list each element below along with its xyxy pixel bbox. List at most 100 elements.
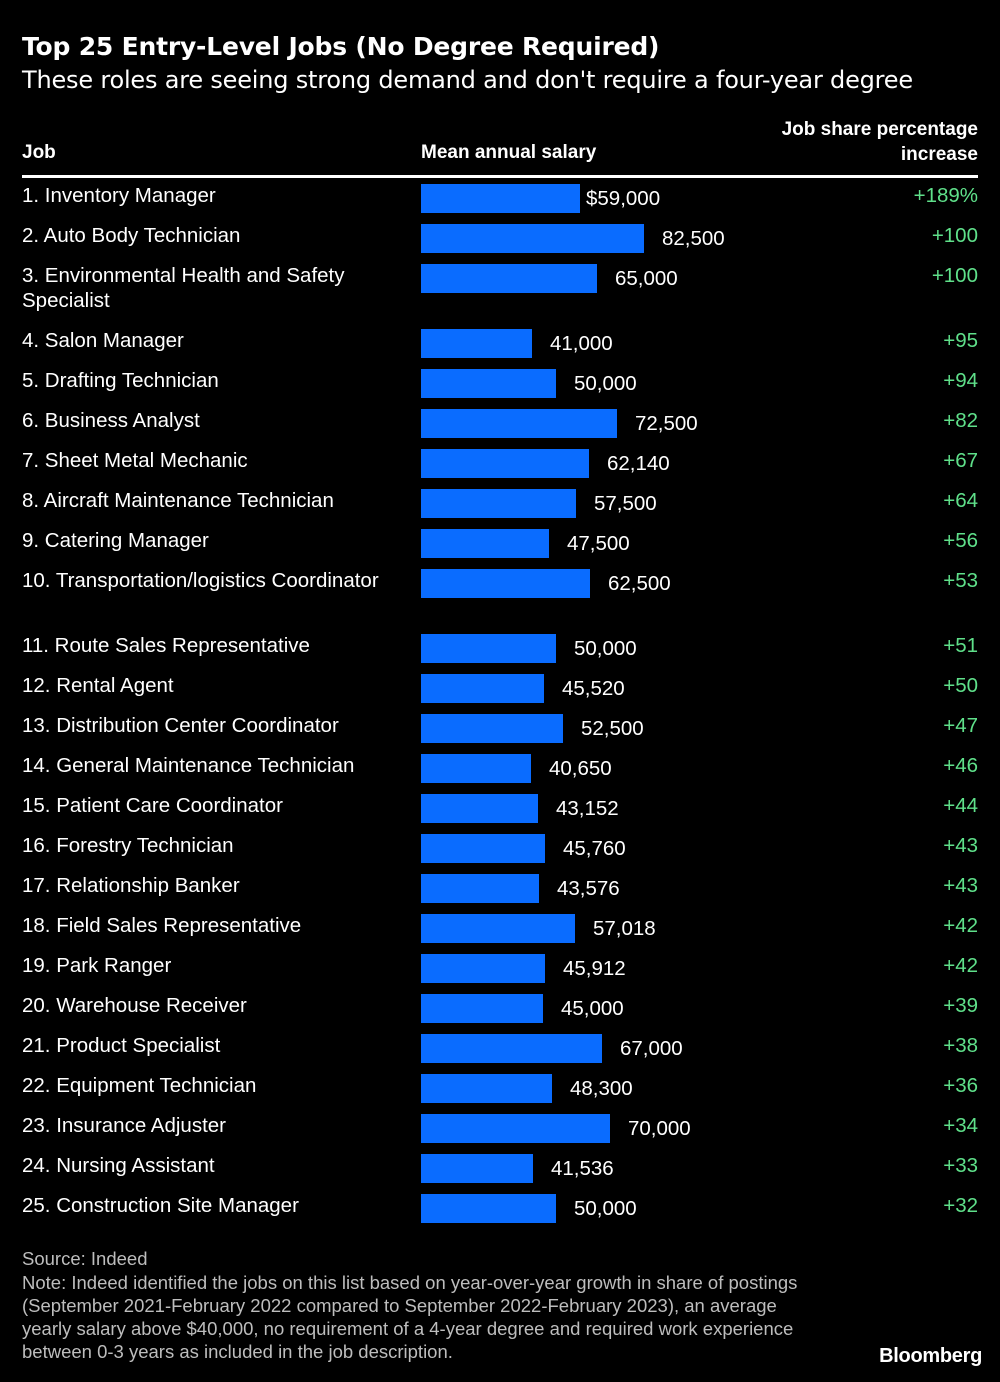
job-label: 15. Patient Care Coordinator	[22, 794, 283, 817]
change-value: +32	[943, 1194, 978, 1217]
salary-bar	[421, 1034, 602, 1063]
salary-value-label: 47,500	[567, 532, 630, 555]
salary-bar	[421, 794, 538, 823]
source-text: Source: Indeed	[22, 1248, 148, 1269]
job-label: 3. Environmental Health and Safety Speci…	[22, 264, 345, 312]
change-value: +94	[943, 369, 978, 392]
job-label: 7. Sheet Metal Mechanic	[22, 449, 248, 472]
job-label: 19. Park Ranger	[22, 954, 172, 977]
bloomberg-logo: Bloomberg	[879, 1345, 982, 1367]
change-value: +43	[943, 834, 978, 857]
change-value: +38	[943, 1034, 978, 1057]
job-label: 14. General Maintenance Technician	[22, 754, 355, 777]
change-value: +46	[943, 754, 978, 777]
salary-bar	[421, 754, 531, 783]
salary-value-label: $59,000	[586, 187, 661, 210]
column-header-salary: Mean annual salary	[421, 142, 597, 163]
salary-bar	[421, 834, 545, 863]
job-label: 12. Rental Agent	[22, 674, 174, 697]
change-value: +43	[943, 874, 978, 897]
job-label: 5. Drafting Technician	[22, 369, 219, 392]
salary-value-label: 43,576	[557, 877, 620, 900]
change-value: +50	[943, 674, 978, 697]
change-value: +56	[943, 529, 978, 552]
chart-title: Top 25 Entry-Level Jobs (No Degree Requi…	[22, 32, 660, 61]
job-label: 22. Equipment Technician	[22, 1074, 257, 1097]
salary-value-label: 50,000	[574, 637, 637, 660]
salary-value-label: 40,650	[549, 757, 612, 780]
job-label: 18. Field Sales Representative	[22, 914, 302, 937]
job-label: 1. Inventory Manager	[22, 184, 216, 207]
job-label: 16. Forestry Technician	[22, 834, 234, 857]
salary-bar	[421, 1154, 533, 1183]
job-label: 6. Business Analyst	[22, 409, 200, 432]
job-label: 17. Relationship Banker	[22, 874, 240, 897]
salary-value-label: 41,536	[551, 1157, 614, 1180]
salary-bar	[421, 264, 597, 293]
salary-bar	[421, 1074, 552, 1103]
change-value: +42	[943, 954, 978, 977]
salary-bar	[421, 529, 549, 558]
salary-value-label: 70,000	[628, 1117, 691, 1140]
job-label: 23. Insurance Adjuster	[22, 1114, 226, 1137]
change-value: +39	[943, 994, 978, 1017]
salary-value-label: 50,000	[574, 372, 637, 395]
column-header-change-line2: increase	[900, 144, 978, 165]
salary-bar	[421, 994, 543, 1023]
salary-value-label: 72,500	[635, 412, 698, 435]
job-label: 9. Catering Manager	[22, 529, 209, 552]
change-value: +53	[943, 569, 978, 592]
change-value: +44	[943, 794, 978, 817]
job-label: 2. Auto Body Technician	[22, 224, 241, 247]
salary-value-label: 62,140	[607, 452, 670, 475]
salary-value-label: 57,018	[593, 917, 656, 940]
salary-bar	[421, 674, 544, 703]
salary-bar	[421, 914, 575, 943]
job-label: 13. Distribution Center Coordinator	[22, 714, 339, 737]
change-value: +36	[943, 1074, 978, 1097]
change-value: +100	[931, 224, 978, 247]
job-label: 11. Route Sales Representative	[22, 634, 310, 657]
chart-rows: 1. Inventory Manager $59,000 +189% 2. Auto …	[22, 184, 978, 1223]
change-value: +64	[943, 489, 978, 512]
salary-bar	[421, 874, 539, 903]
salary-bar	[421, 1194, 556, 1223]
change-value: +95	[943, 329, 978, 352]
change-value: +33	[943, 1154, 978, 1177]
column-header-job: Job	[22, 142, 56, 163]
job-label: 4. Salon Manager	[22, 329, 184, 352]
salary-value-label: 67,000	[620, 1037, 683, 1060]
salary-bar	[421, 954, 545, 983]
salary-bar	[421, 634, 556, 663]
job-label: 10. Transportation/logistics Coordinator	[22, 569, 379, 592]
chart-subtitle: These roles are seeing strong demand and…	[22, 66, 913, 94]
salary-bar	[421, 449, 589, 478]
salary-value-label: 41,000	[550, 332, 613, 355]
change-value: +51	[943, 634, 978, 657]
salary-value-label: 48,300	[570, 1077, 633, 1100]
column-header-change-line1: Job share percentage	[781, 119, 978, 140]
salary-value-label: 43,152	[556, 797, 619, 820]
change-value: +47	[943, 714, 978, 737]
salary-bar	[421, 1114, 610, 1143]
salary-value-label: 52,500	[581, 717, 644, 740]
salary-bar	[421, 184, 580, 213]
salary-bar	[421, 329, 532, 358]
salary-value-label: 65,000	[615, 267, 678, 290]
salary-bar	[421, 369, 556, 398]
job-label: 25. Construction Site Manager	[22, 1194, 299, 1217]
job-label: 21. Product Specialist	[22, 1034, 221, 1057]
salary-value-label: 57,500	[594, 492, 657, 515]
job-label: 8. Aircraft Maintenance Technician	[22, 489, 334, 512]
salary-value-label: 45,760	[563, 837, 626, 860]
note-text: Note: Indeed identified the jobs on this…	[22, 1272, 798, 1362]
salary-bar	[421, 569, 590, 598]
change-value: +100	[931, 264, 978, 287]
salary-bar	[421, 224, 644, 253]
salary-value-label: 50,000	[574, 1197, 637, 1220]
salary-bar	[421, 714, 563, 743]
salary-bar	[421, 409, 617, 438]
change-value: +189%	[913, 184, 978, 207]
job-label: 20. Warehouse Receiver	[22, 994, 247, 1017]
change-value: +82	[943, 409, 978, 432]
